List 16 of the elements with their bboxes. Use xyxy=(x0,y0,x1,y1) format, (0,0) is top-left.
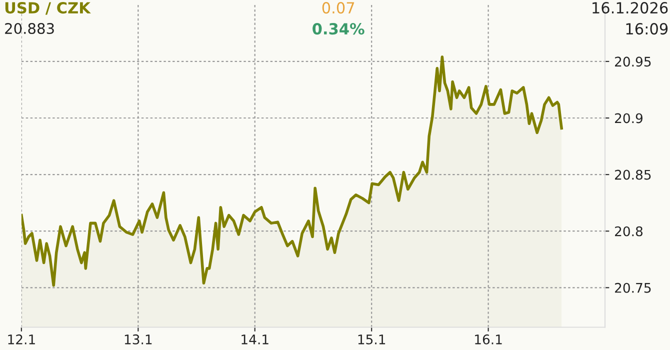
text: 20.883 xyxy=(5,23,54,34)
y-tick-label: 20.9 xyxy=(615,113,642,124)
chart-title: USD / CZK xyxy=(5,2,91,15)
y-tick-label: 20.75 xyxy=(615,282,651,293)
x-tick-label: 15.1 xyxy=(358,334,386,344)
y-tick-label: 20.85 xyxy=(615,170,651,180)
x-tick-label: 14.1 xyxy=(242,334,268,344)
text: 16:09 xyxy=(626,23,668,35)
y-tick-label: 20.8 xyxy=(615,226,643,236)
x-tick-label: 16.1 xyxy=(475,334,502,344)
annotation: 0.07 xyxy=(322,2,354,14)
annotation: 16.1.2026 xyxy=(592,2,668,14)
annotation: 0.34% xyxy=(312,23,364,35)
y-tick-label: 20.95 xyxy=(615,56,651,67)
x-tick-label: 12.1 xyxy=(8,334,35,344)
x-tick-label: 13.1 xyxy=(124,334,152,344)
